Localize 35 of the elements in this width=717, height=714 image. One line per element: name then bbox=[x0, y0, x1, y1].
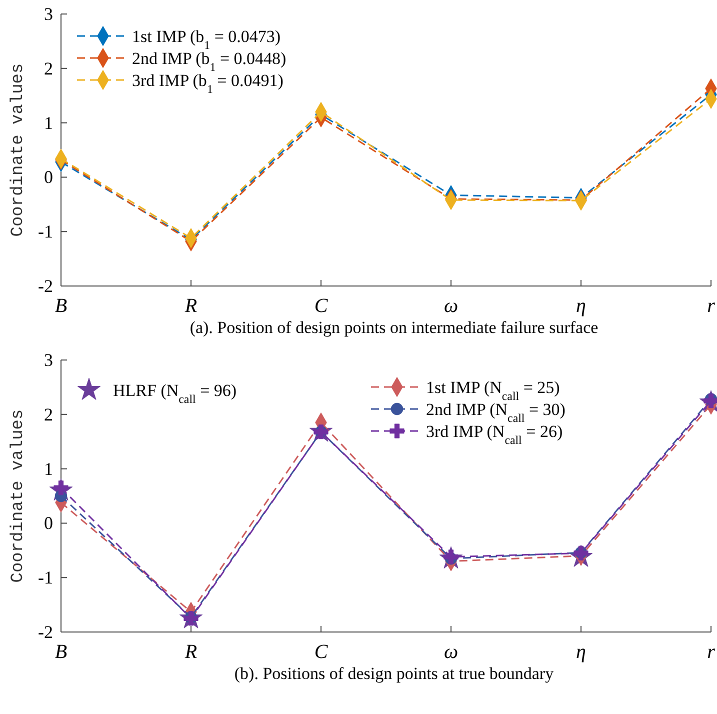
text: (a). Position of design points on intermediate failure surface bbox=[190, 318, 598, 337]
y-tick-label: 1 bbox=[44, 458, 53, 479]
y-tick-label: -2 bbox=[38, 276, 53, 296]
x-tick-label: R bbox=[184, 295, 198, 317]
x-tick-label: B bbox=[54, 641, 68, 663]
y-axis-title: Coordinate values bbox=[9, 409, 28, 583]
legend-label: 2nd IMP (N$_{call}$ = 30) bbox=[426, 400, 566, 425]
legend-label: 2nd IMP (b$_{1}$ = 0.0448) bbox=[132, 49, 286, 74]
y-tick-label: 2 bbox=[44, 404, 53, 424]
x-tick-label: r bbox=[707, 641, 716, 663]
legend-label: HLRF (N$_{call}$ = 96) bbox=[113, 381, 237, 406]
legend-label: 3rd IMP (N$_{call}$ = 26) bbox=[426, 422, 563, 447]
legend-label: 3rd IMP (b$_{1}$ = 0.0491) bbox=[132, 71, 284, 96]
y-tick-label: 3 bbox=[44, 350, 53, 370]
legend-label: 1st IMP (N$_{call}$ = 25) bbox=[426, 378, 560, 403]
x-tick-label: R bbox=[184, 641, 198, 663]
x-tick-label: η bbox=[576, 641, 586, 663]
y-tick-label: 3 bbox=[44, 4, 53, 24]
x-tick-label: ω bbox=[444, 641, 458, 663]
x-tick-label: η bbox=[576, 295, 586, 317]
y-tick-label: -2 bbox=[38, 622, 53, 642]
y-tick-label: 0 bbox=[44, 513, 53, 534]
y-axis-title: Coordinate values bbox=[9, 63, 28, 237]
y-tick-label: -1 bbox=[38, 222, 53, 242]
y-tick-label: -1 bbox=[38, 568, 53, 588]
x-tick-label: C bbox=[314, 295, 328, 317]
x-tick-label: C bbox=[314, 641, 328, 663]
legend-label: 1st IMP (b$_{1}$ = 0.0473) bbox=[132, 27, 281, 52]
y-tick-label: 1 bbox=[44, 112, 53, 133]
y-tick-label: 0 bbox=[44, 167, 53, 188]
x-tick-label: ω bbox=[444, 295, 458, 317]
x-tick-label: r bbox=[707, 295, 716, 317]
text: (b). Positions of design points at true boundary bbox=[234, 664, 554, 683]
x-tick-label: B bbox=[54, 295, 68, 317]
y-tick-label: 2 bbox=[44, 58, 53, 78]
